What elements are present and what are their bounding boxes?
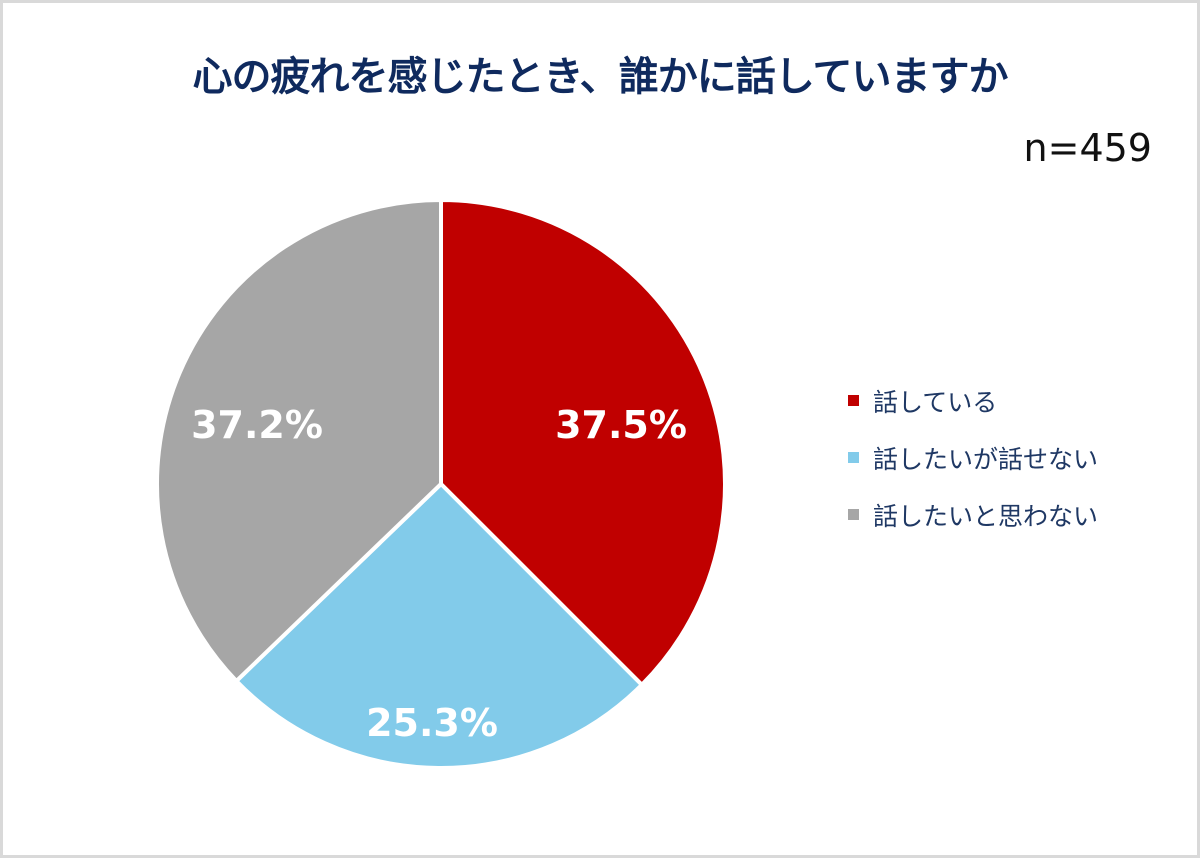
pie-slice-do-not-want [155,198,443,683]
legend-item-do-not-want: 話したいと思わない [848,486,1098,543]
legend-label: 話したいと思わない [873,501,1099,531]
data-label: 37.5% [555,403,687,447]
legend-swatch-blue [848,452,859,463]
legend: 話している 話したいが話せない 話したいと思わない [848,372,1098,543]
legend-swatch-red [848,395,859,406]
sample-size-label: n=459 [1023,126,1152,170]
pie-slice-want-but-cannot [234,482,644,770]
legend-label: 話している [873,387,998,417]
data-label: 25.3% [366,701,498,745]
data-label: 37.2% [191,403,323,447]
chart-title: 心の疲れを感じたとき、誰かに話していますか [192,54,1009,100]
pie-slice-talking [439,198,727,687]
pie-data-labels: 37.5% 25.3% 37.2% [191,403,687,745]
pie-slices [155,198,727,770]
legend-swatch-gray [848,509,859,520]
legend-item-want-but-cannot: 話したいが話せない [848,429,1098,486]
legend-label: 話したいが話せない [873,444,1099,474]
legend-item-talking: 話している [848,372,1098,429]
